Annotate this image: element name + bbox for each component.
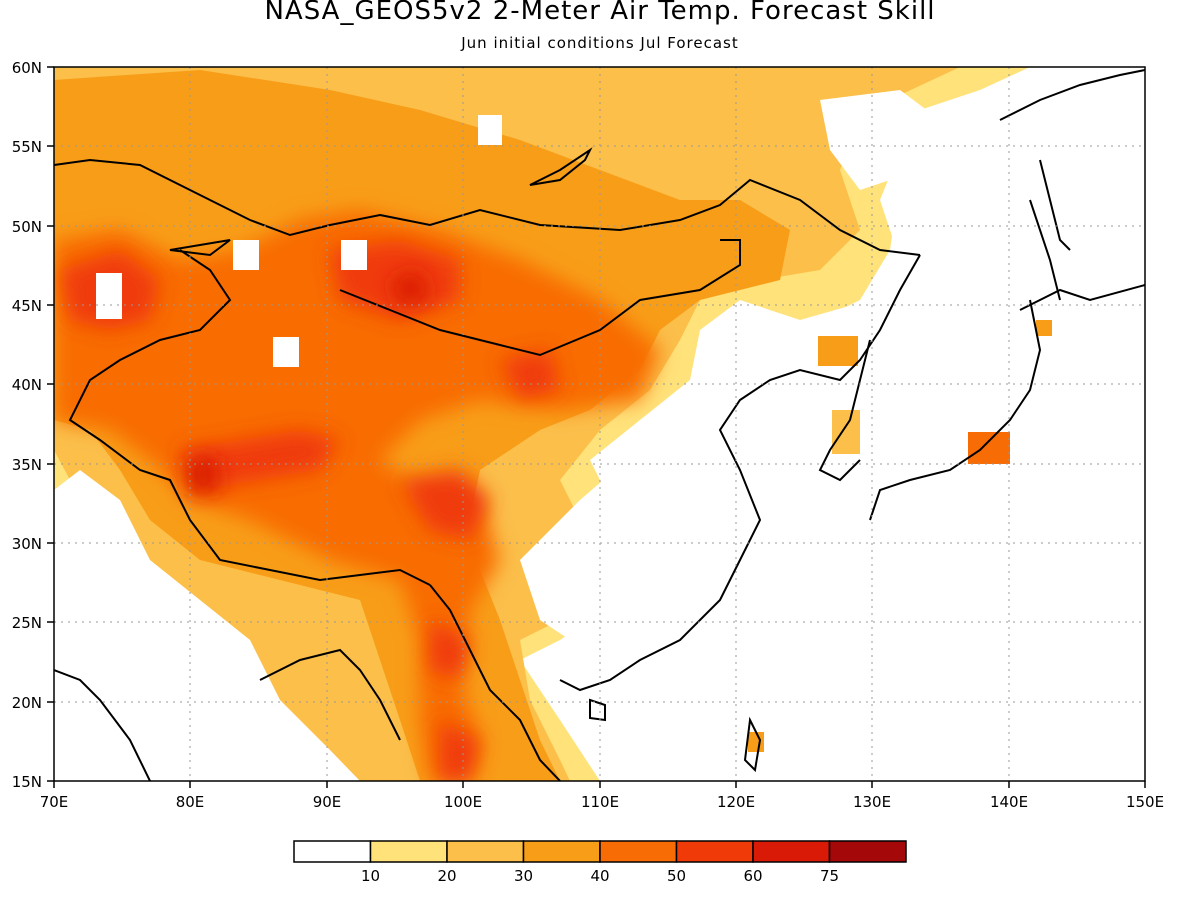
colorbar-swatch [752,840,831,863]
lat-label: 45N [12,297,42,315]
lake-balkhash [169,239,231,257]
lat-label: 15N [12,773,42,791]
lon-label: 70E [40,793,69,811]
skill-region-40-50 [54,210,660,781]
data-gap [96,273,122,319]
latitude-labels: 60N 55N 50N 45N 40N 35N 30N 25N 20N 15N [12,59,42,791]
lon-label: 100E [444,793,482,811]
no-skill-region-india [54,470,360,781]
coast-hainan [589,698,606,722]
longitude-labels: 70E 80E 90E 100E 110E 120E 130E 140E 150… [40,793,1164,811]
lon-label: 140E [990,793,1028,811]
colorbar-swatch [293,840,372,863]
no-skill-region-se-china [520,440,720,640]
border-mongolia-china [339,239,741,357]
lat-label: 30N [12,535,42,553]
map-title: NASA_GEOS5v2 2-Meter Air Temp. Forecast … [264,0,936,26]
lat-label: 55N [12,138,42,156]
colorbar-swatch [522,840,601,863]
colorbar: 10 20 30 40 50 60 75 [293,840,907,885]
lon-label: 110E [581,793,619,811]
colorbar-swatch [446,840,525,863]
colorbar-swatch [599,840,678,863]
colorbar-swatch [675,840,754,863]
coast-okhotsk [999,69,1145,121]
lon-label: 120E [717,793,755,811]
lat-label: 20N [12,694,42,712]
skill-spot-korea [832,410,860,454]
colorbar-label: 50 [667,867,686,885]
coast-korea [818,339,871,482]
skill-region-60-75 [185,270,430,495]
skill-region-50-60 [60,240,560,781]
grid-lines [54,67,1145,781]
colorbar-label: 60 [743,867,762,885]
data-gap [478,115,502,145]
data-gap [273,337,299,367]
lon-label: 90E [313,793,342,811]
colorbar-label: 20 [437,867,456,885]
lat-label: 25N [12,614,42,632]
coast-china-east [559,254,921,692]
map-subtitle: Jun initial conditions Jul Forecast [461,34,739,52]
coast-india [54,648,401,781]
skill-spot-korea-north [818,336,858,366]
coast-indochina [429,584,561,781]
lake-baikal [529,147,593,186]
skill-shading [54,67,1145,781]
skill-spot-japan [968,432,1010,464]
colorbar-label: 75 [820,867,839,885]
colorbar-swatch [369,840,448,863]
lon-label: 80E [176,793,205,811]
lat-label: 60N [12,59,42,77]
coast-sakhalin [1039,159,1071,251]
no-skill-region-ne [820,90,940,190]
lon-label: 150E [1126,793,1164,811]
lat-label: 50N [12,218,42,236]
tick-marks [47,66,1146,788]
data-gap [233,240,259,270]
coast-japan [869,199,1061,521]
colorbar-label: 10 [361,867,380,885]
skill-spot-taiwan [748,732,764,752]
lon-label: 130E [853,793,891,811]
skill-spot-hokkaido [1036,320,1052,336]
lat-label: 35N [12,456,42,474]
coast-taiwan [743,716,762,773]
lat-label: 40N [12,376,42,394]
colorbar-swatch [828,840,907,863]
data-gap [341,240,367,270]
colorbar-label: 40 [590,867,609,885]
colorbar-label: 30 [514,867,533,885]
border-russia-mongolia-china [54,158,921,256]
coast-hokkaido [1019,284,1145,311]
